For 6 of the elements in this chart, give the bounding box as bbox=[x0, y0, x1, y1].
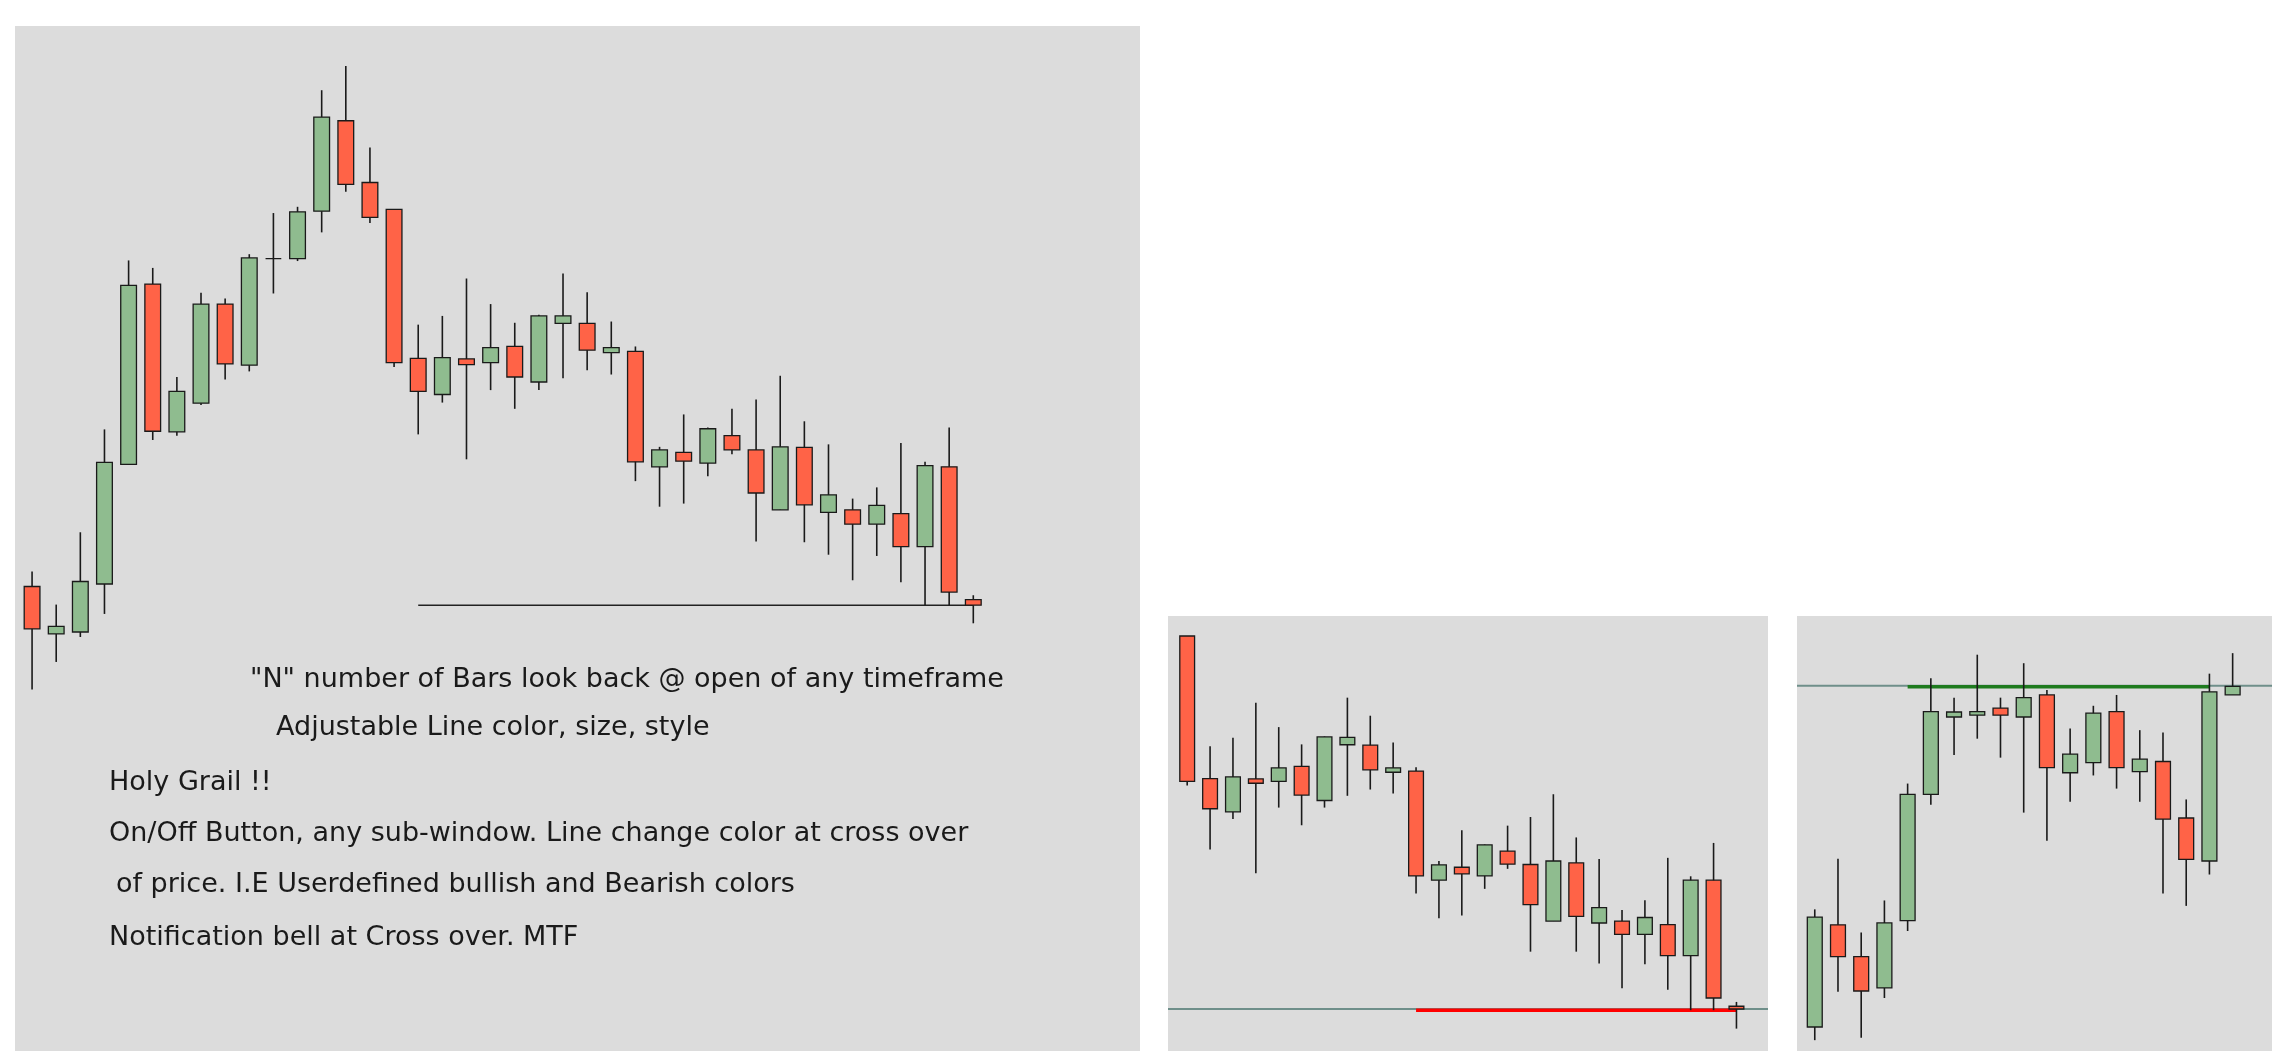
text: Adjustable Line color, size, style bbox=[276, 710, 710, 741]
text: On/Off Button, any sub-window. Line change color at cross over bbox=[109, 816, 970, 847]
text: Holy Grail !! bbox=[109, 765, 272, 796]
text: Notification bell at Cross over. MTF bbox=[109, 920, 579, 951]
text: of price. I.E Userdefined bullish and Bearish colors bbox=[116, 867, 795, 898]
annotation: "N" number of Bars look back @ open of any timeframe bbox=[250, 662, 1004, 693]
